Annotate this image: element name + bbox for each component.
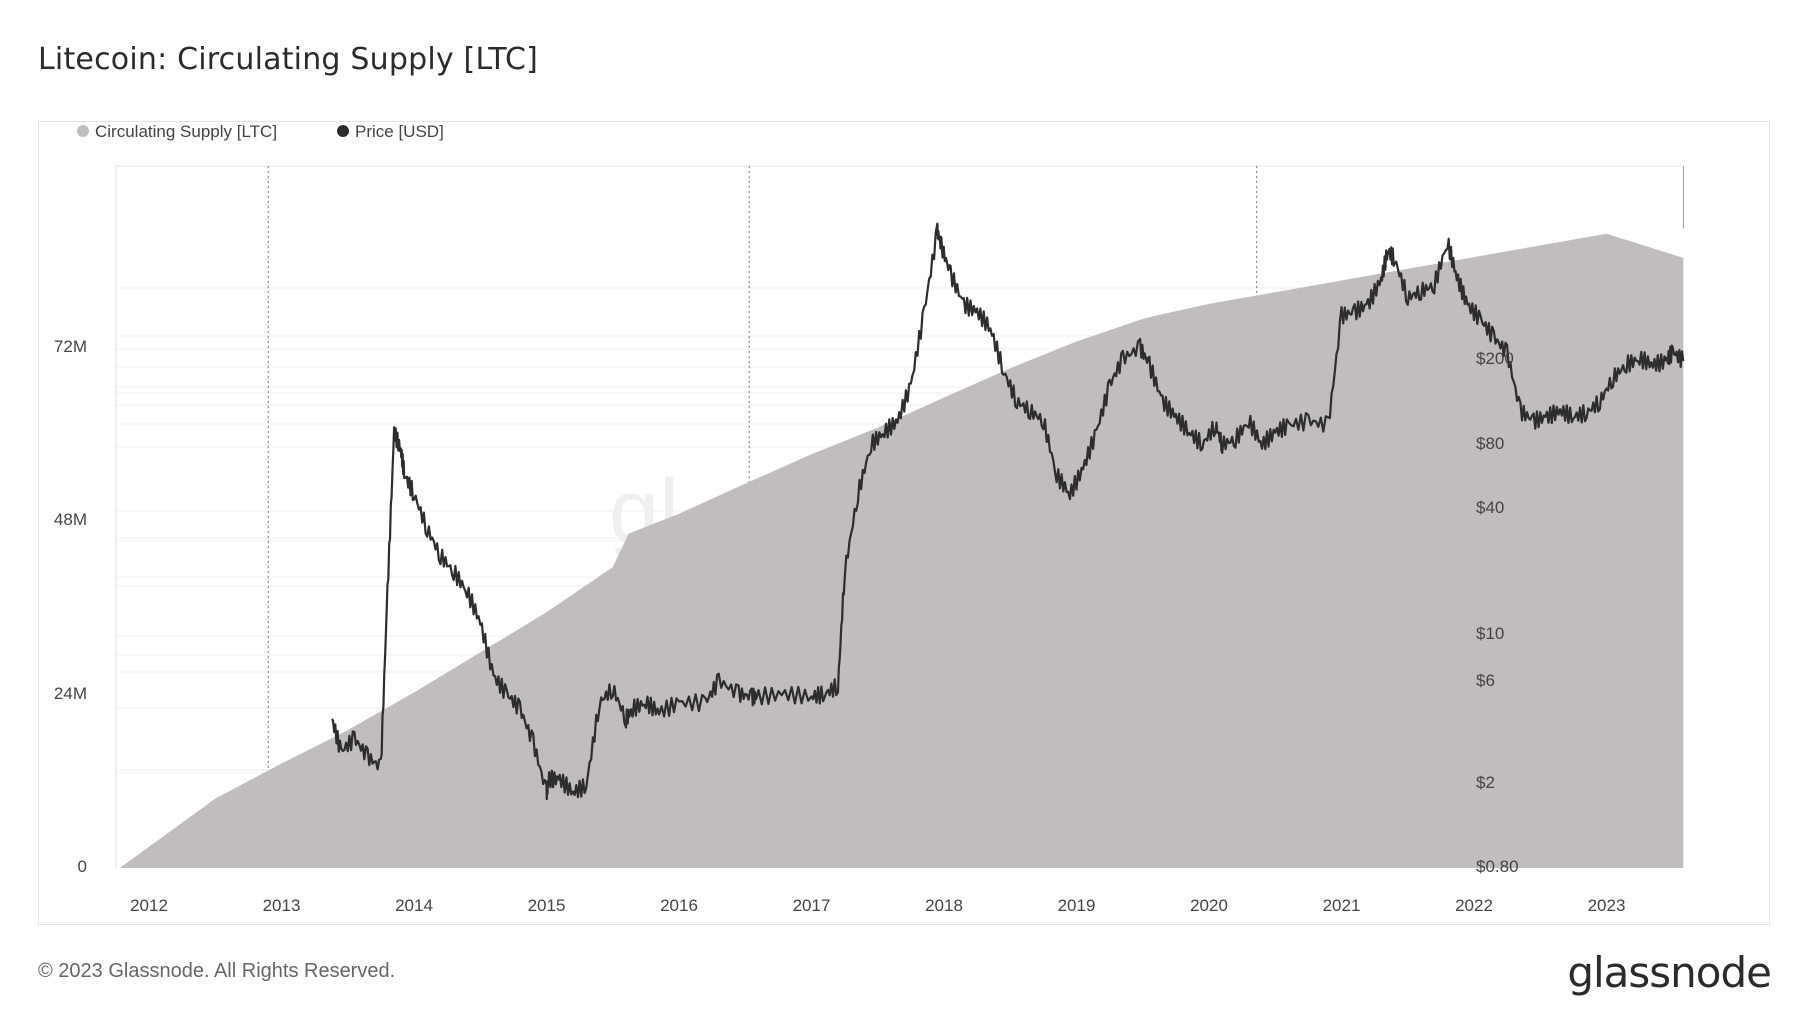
y-right-tick-label: $0.80 bbox=[1476, 857, 1519, 876]
y-left-tick-label: 0 bbox=[78, 857, 87, 876]
legend-dot-supply bbox=[77, 125, 89, 137]
y-left-tick-label: 24M bbox=[54, 684, 87, 703]
y-right-tick-label: $80 bbox=[1476, 434, 1504, 453]
x-tick-label: 2019 bbox=[1058, 896, 1096, 915]
x-tick-label: 2017 bbox=[793, 896, 831, 915]
x-tick-label: 2016 bbox=[660, 896, 698, 915]
legend-label-price: Price [USD] bbox=[355, 122, 444, 141]
y-left-tick-label: 72M bbox=[54, 337, 87, 356]
x-tick-label: 2015 bbox=[528, 896, 566, 915]
legend-label-supply: Circulating Supply [LTC] bbox=[95, 122, 277, 141]
y-right-tick-label: $200 bbox=[1476, 349, 1514, 368]
x-tick-label: 2023 bbox=[1588, 896, 1626, 915]
supply-area bbox=[119, 233, 1684, 868]
y-right-tick-label: $10 bbox=[1476, 624, 1504, 643]
x-tick-label: 2012 bbox=[130, 896, 168, 915]
chart-title: Litecoin: Circulating Supply [LTC] bbox=[38, 42, 539, 77]
chart-frame: gl 2012 2013 2014 2015 2016 2017 2018 2019 2020 2… bbox=[38, 121, 1770, 925]
plot-area bbox=[119, 166, 1685, 868]
y-right-tick-label: $40 bbox=[1476, 498, 1504, 517]
legend[interactable]: Circulating Supply [LTC] Price [USD] bbox=[77, 122, 444, 141]
y-right-tick-label: $2 bbox=[1476, 773, 1495, 792]
x-tick-label: 2013 bbox=[263, 896, 301, 915]
x-tick-label: 2021 bbox=[1323, 896, 1361, 915]
chart-svg: gl 2012 2013 2014 2015 2016 2017 2018 2019 2020 2… bbox=[54, 122, 1685, 915]
axes: 2012 2013 2014 2015 2016 2017 2018 2019 2020 2021… bbox=[54, 337, 1625, 915]
legend-dot-price bbox=[337, 125, 349, 137]
x-tick-label: 2022 bbox=[1455, 896, 1493, 915]
x-tick-label: 2018 bbox=[925, 896, 963, 915]
copyright-text: © 2023 Glassnode. All Rights Reserved. bbox=[38, 960, 396, 982]
x-tick-label: 2020 bbox=[1190, 896, 1228, 915]
glassnode-logo: glassnode bbox=[1567, 948, 1772, 997]
price-line bbox=[331, 222, 1685, 801]
y-right-tick-label: $6 bbox=[1476, 671, 1495, 690]
y-left-tick-label: 48M bbox=[54, 510, 87, 529]
x-tick-label: 2014 bbox=[395, 896, 433, 915]
